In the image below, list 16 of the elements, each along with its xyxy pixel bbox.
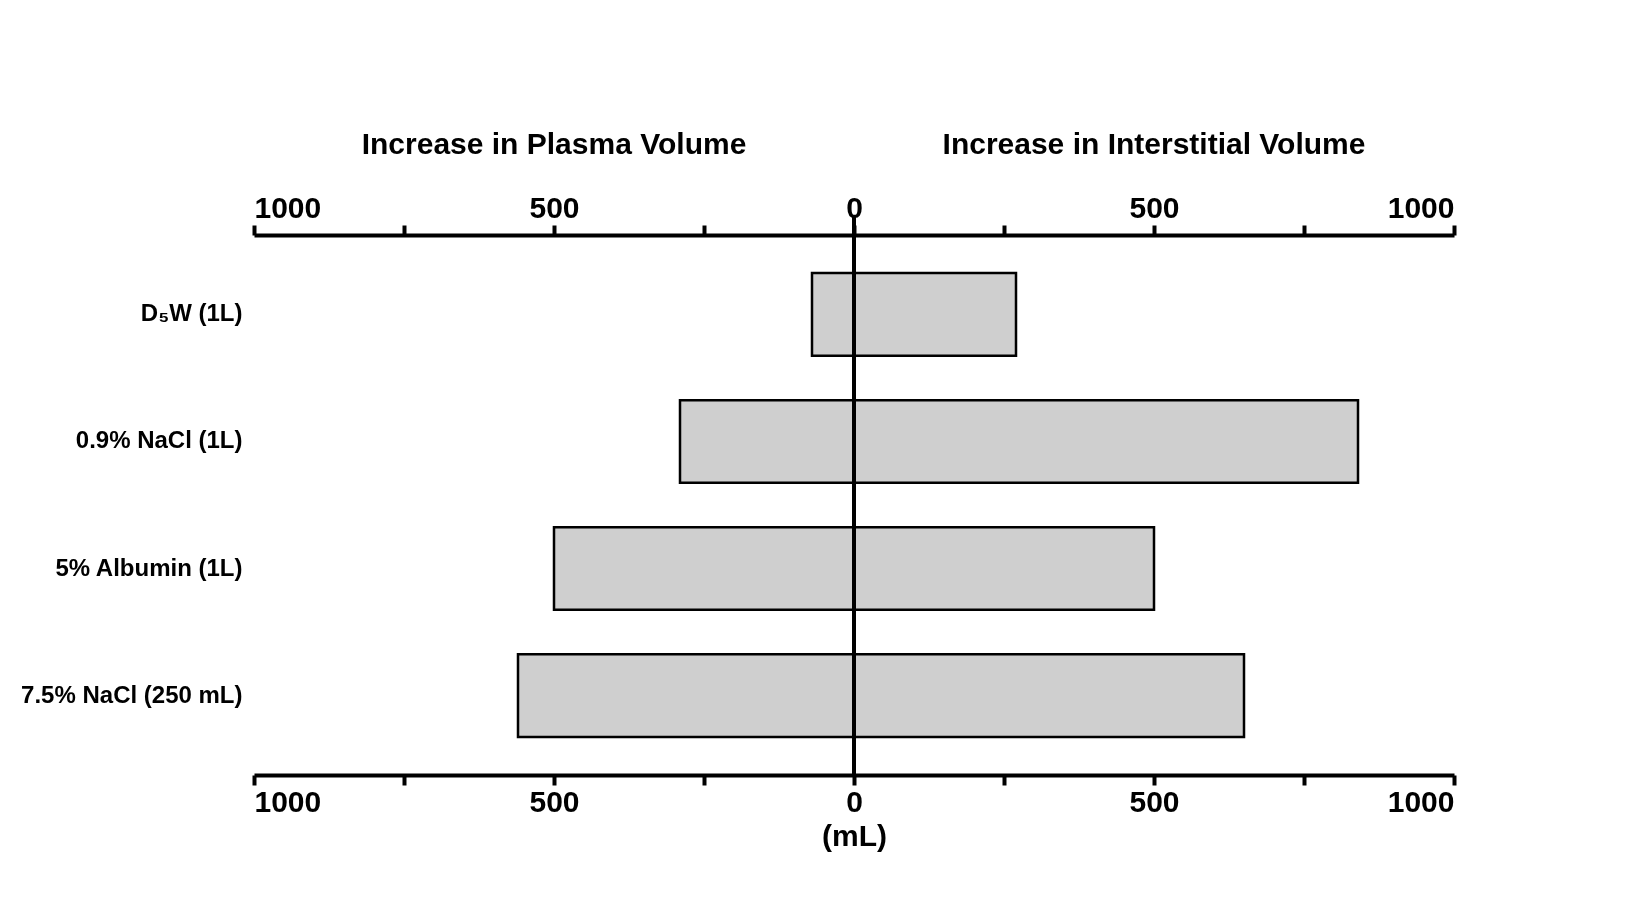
x2-tick-label: 500 xyxy=(1129,784,1180,818)
y-tick-label: D₅W (1L) xyxy=(140,299,243,327)
y-tick-label: 5% Albumin (1L) xyxy=(55,553,243,581)
x2-tick-label: 1000 xyxy=(1387,784,1455,818)
text: Increase in Interstitial Volume xyxy=(942,127,1366,160)
y-tick-label: 7.5% NaCl (250 mL) xyxy=(21,680,243,708)
x2-tick-label: 500 xyxy=(529,784,580,818)
x-tick-label: 1000 xyxy=(254,190,322,224)
text: Increase in Plasma Volume xyxy=(361,127,747,160)
x-tick-label: 500 xyxy=(529,190,580,224)
x-tick-label: 1000 xyxy=(1387,190,1455,224)
x-tick-label: 500 xyxy=(1129,190,1180,224)
y-tick-label: 0.9% NaCl (1L) xyxy=(75,426,243,454)
x2-tick-label: 0 xyxy=(846,784,863,818)
x2-tick-label: 1000 xyxy=(254,784,322,818)
x-axis-title: (mL) xyxy=(822,818,887,852)
